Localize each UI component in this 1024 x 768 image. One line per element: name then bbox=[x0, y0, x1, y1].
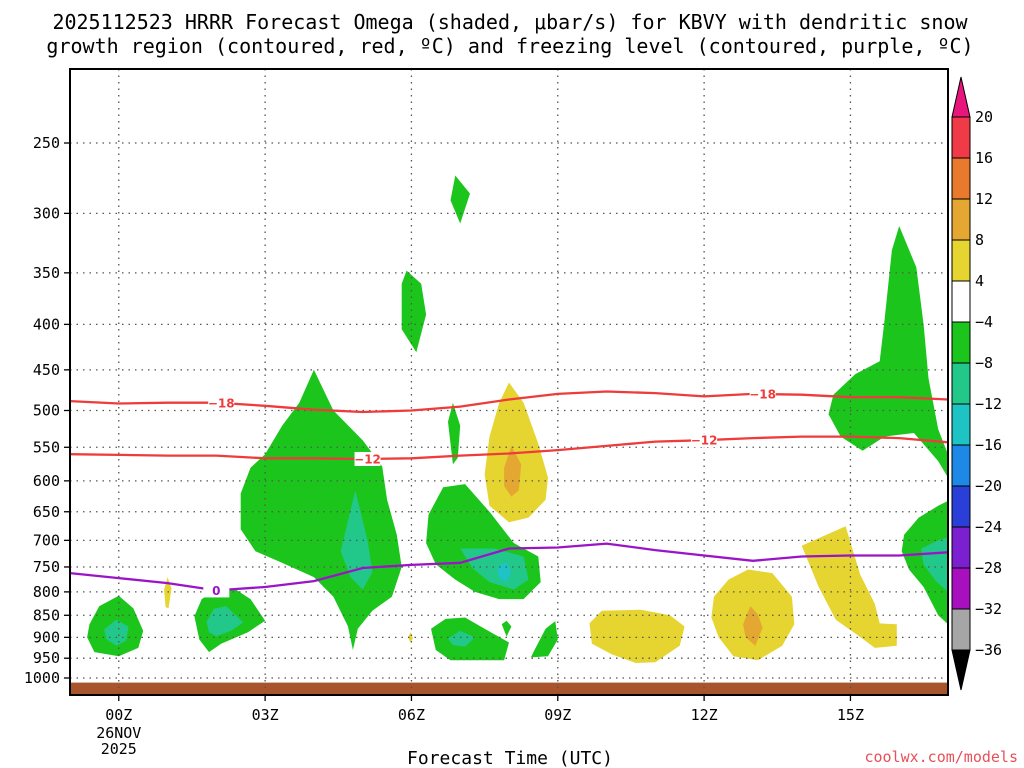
x-date-label-0: 26NOV bbox=[96, 724, 141, 742]
ytick-label-500: 500 bbox=[33, 402, 60, 420]
shade-cyan-0200 bbox=[206, 606, 244, 637]
colorbar-swatch-11 bbox=[951, 567, 971, 610]
colorbar-label-9: −20 bbox=[975, 477, 1002, 495]
ytick-label-450: 450 bbox=[33, 361, 60, 379]
shade-cyan-1630-low bbox=[921, 537, 948, 592]
gridlines bbox=[70, 69, 948, 695]
credit-text: coolwx.com/models bbox=[864, 748, 1018, 766]
ytick-label-550: 550 bbox=[33, 438, 60, 456]
xtick-label-00Z: 00Z bbox=[105, 706, 132, 724]
contour-label-bg-freezing-level-0 bbox=[203, 583, 230, 598]
contour-label-freezing-level-0: 0 bbox=[212, 584, 220, 598]
y-axis-ticks: 250 300 350 400 450 500 550 600 650 700 750 800 850 9… bbox=[24, 134, 70, 687]
colorbar-swatch-6 bbox=[951, 362, 971, 405]
shade-yellow-1500 bbox=[801, 526, 897, 648]
ytick-label-600: 600 bbox=[33, 472, 60, 490]
ytick-label-350: 350 bbox=[33, 264, 60, 282]
colorbar-swatch-5 bbox=[951, 321, 971, 364]
title-line-1: 2025112523 HRRR Forecast Omega (shaded, … bbox=[52, 10, 968, 34]
ground bbox=[70, 682, 948, 695]
shade-green-1630 bbox=[828, 226, 948, 478]
ytick-label-950: 950 bbox=[33, 649, 60, 667]
x-axis-label: Forecast Time (UTC) bbox=[407, 748, 613, 768]
xtick-label-15Z: 15Z bbox=[837, 706, 864, 724]
xtick-label-09Z: 09Z bbox=[544, 706, 571, 724]
contour-label-dgz-minus18-0: −18 bbox=[208, 397, 235, 411]
colorbar-bottom-arrow bbox=[951, 649, 971, 691]
colorbar-swatch-10 bbox=[951, 526, 971, 569]
ground-fill bbox=[70, 682, 948, 695]
ytick-label-300: 300 bbox=[33, 204, 60, 222]
colorbar-top-arrow bbox=[951, 76, 971, 118]
shade-green-top-0730 bbox=[450, 175, 470, 224]
shade-green-0655 bbox=[448, 402, 461, 465]
shade-green-0830 bbox=[530, 621, 558, 658]
colorbar-swatch-0 bbox=[951, 116, 971, 159]
colorbar-swatch-3 bbox=[951, 239, 971, 282]
shade-cyan-0000 bbox=[104, 619, 129, 646]
ytick-label-400: 400 bbox=[33, 315, 60, 333]
colorbar-swatch-2 bbox=[951, 198, 971, 241]
shade-orange-1300 bbox=[743, 606, 763, 646]
contour-label-bg-dgz-minus12-1 bbox=[691, 433, 718, 448]
shade-orange-0800 bbox=[504, 445, 522, 497]
shade-green-0755 bbox=[501, 620, 512, 637]
colorbar-swatch-1 bbox=[951, 157, 971, 200]
contour-label-bg-dgz-minus12-0 bbox=[354, 451, 381, 466]
colorbar-label-12: −32 bbox=[975, 600, 1002, 618]
shade-cyan-0700-low bbox=[448, 630, 475, 647]
ytick-label-800: 800 bbox=[33, 583, 60, 601]
x-date-label-1: 2025 bbox=[101, 740, 137, 758]
colorbar-swatch-8 bbox=[951, 444, 971, 487]
colorbar-swatch-7 bbox=[951, 403, 971, 446]
colorbar-label-5: −4 bbox=[975, 313, 993, 331]
colorbar-swatch-12 bbox=[951, 608, 971, 651]
colorbar-label-8: −16 bbox=[975, 436, 1002, 454]
colorbar-label-6: −8 bbox=[975, 354, 993, 372]
shade-green-0610 bbox=[401, 270, 427, 353]
contour-label-bg-dgz-minus18-0 bbox=[208, 396, 235, 411]
colorbar-label-11: −28 bbox=[975, 559, 1002, 577]
plot-area: −18 −18 −12 −12 0 bbox=[69, 68, 949, 696]
colorbar-label-0: 20 bbox=[975, 108, 993, 126]
colorbar-label-2: 12 bbox=[975, 190, 993, 208]
shade-yellow-0100 bbox=[164, 577, 172, 609]
shade-yellow-1030 bbox=[589, 609, 685, 663]
ytick-label-1000: 1000 bbox=[24, 669, 60, 687]
xtick-label-03Z: 03Z bbox=[252, 706, 279, 724]
contour-label-dgz-minus12-1: −12 bbox=[691, 434, 718, 448]
plot-frame bbox=[69, 68, 949, 696]
ytick-label-850: 850 bbox=[33, 606, 60, 624]
colorbar-label-3: 8 bbox=[975, 231, 984, 249]
colorbar-swatch-9 bbox=[951, 485, 971, 528]
xtick-label-06Z: 06Z bbox=[398, 706, 425, 724]
ytick-label-750: 750 bbox=[33, 558, 60, 576]
xtick-label-12Z: 12Z bbox=[691, 706, 718, 724]
ytick-label-700: 700 bbox=[33, 531, 60, 549]
shade-yellow-0600 bbox=[408, 632, 413, 643]
colorbar-label-13: −36 bbox=[975, 641, 1002, 659]
title-line-2: growth region (contoured, red, ºC) and f… bbox=[46, 34, 973, 58]
contour-label-bg-dgz-minus18-1 bbox=[749, 387, 776, 402]
ytick-label-250: 250 bbox=[33, 134, 60, 152]
contour-label-dgz-minus18-1: −18 bbox=[749, 388, 776, 402]
colorbar-swatch-4 bbox=[951, 280, 971, 323]
colorbar-label-1: 16 bbox=[975, 149, 993, 167]
title: 2025112523 HRRR Forecast Omega (shaded, … bbox=[46, 10, 973, 58]
colorbar-label-10: −24 bbox=[975, 518, 1002, 536]
colorbar-label-4: 4 bbox=[975, 272, 984, 290]
ytick-label-650: 650 bbox=[33, 503, 60, 521]
contour-label-dgz-minus12-0: −12 bbox=[354, 452, 381, 466]
colorbar: 20 16 12 8 4 −4 −8 −12 −16 −20 −24 −28 −32 −36 bbox=[951, 76, 1002, 691]
contour-lines: −18 −18 −12 −12 0 bbox=[70, 387, 948, 598]
colorbar-label-7: −12 bbox=[975, 395, 1002, 413]
ytick-label-900: 900 bbox=[33, 628, 60, 646]
contour-dgz-minus12 bbox=[70, 435, 948, 461]
